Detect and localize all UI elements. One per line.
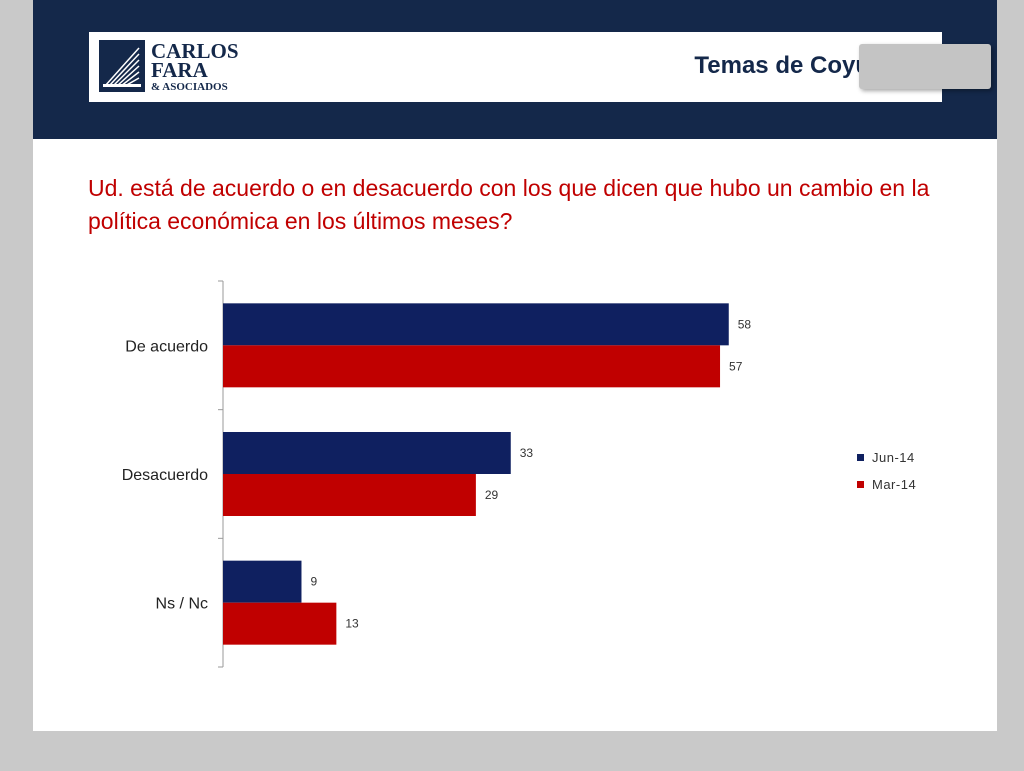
bar-jun-14 [223,560,302,603]
logo-emblem-icon [99,40,145,92]
legend-swatch [857,454,864,461]
category-label: Desacuerdo [122,467,208,484]
corner-tab [859,44,991,89]
bar-mar-14 [223,602,337,645]
logo-line-2: FARA [151,58,208,82]
data-label: 33 [520,446,534,460]
survey-question: Ud. está de acuerdo o en desacuerdo con … [88,175,930,234]
data-label: 57 [729,359,743,373]
logo-wordmark: CARLOS FARA & ASOCIADOS [151,39,239,94]
legend-label: Jun-14 [872,450,915,465]
slide: CARLOS FARA & ASOCIADOS Temas de Coyuntu… [33,0,997,731]
legend-label: Mar-14 [872,477,916,492]
data-label: 58 [738,317,752,331]
legend-swatch [857,481,864,488]
category-label: De acuerdo [125,338,208,355]
bar-jun-14 [223,303,729,346]
bar-mar-14 [223,474,476,516]
company-logo: CARLOS FARA & ASOCIADOS [99,39,239,94]
data-label: 13 [345,617,359,631]
logo-line-1: CARLOS [151,39,239,63]
bar-jun-14 [223,432,511,474]
data-label: 29 [485,488,499,502]
logo-line-3: & ASOCIADOS [151,81,228,93]
category-label: Ns / Nc [156,596,208,613]
data-label: 9 [310,575,317,589]
header-bar: CARLOS FARA & ASOCIADOS Temas de Coyuntu… [33,0,997,139]
bar-mar-14 [223,345,721,388]
